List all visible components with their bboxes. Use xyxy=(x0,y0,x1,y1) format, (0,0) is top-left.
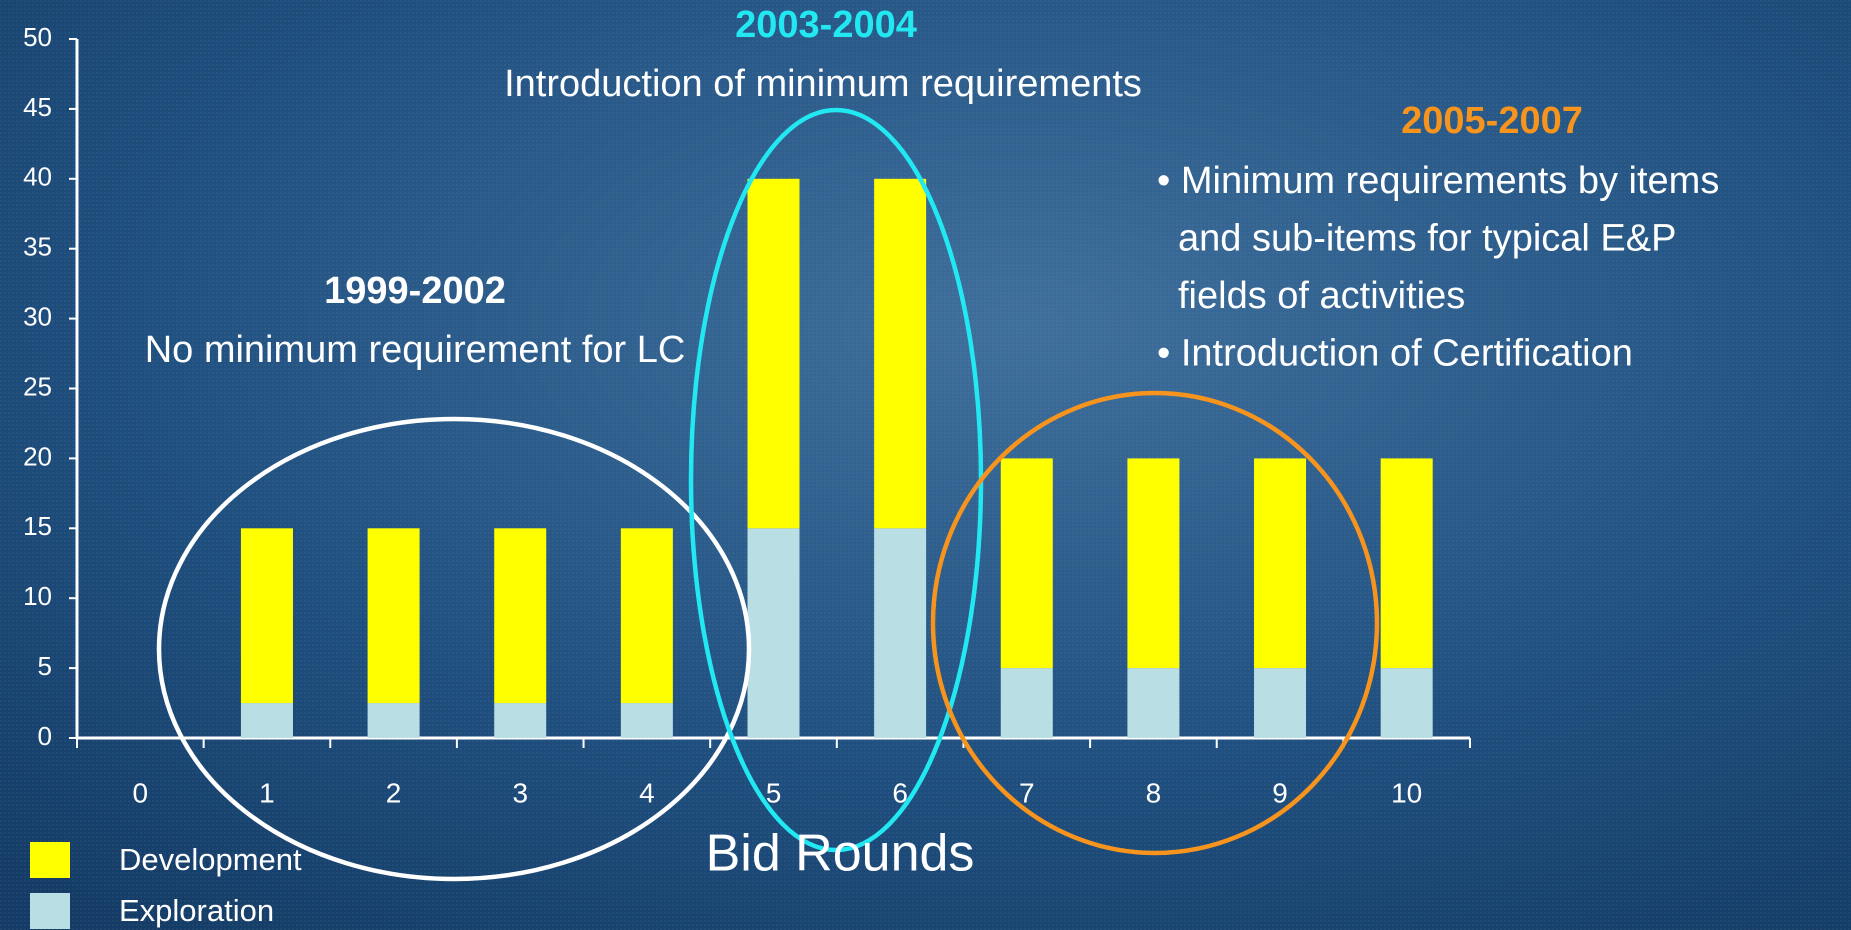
legend-label: Development xyxy=(119,842,302,877)
bar-segment xyxy=(874,528,926,738)
legend-swatch xyxy=(30,842,70,878)
bar-segment xyxy=(748,179,800,529)
annotation-text: and sub-items for typical E&P xyxy=(1178,218,1676,260)
x-tick-label: 4 xyxy=(639,777,655,808)
legend-swatch xyxy=(30,893,70,929)
bar-segment xyxy=(494,703,546,738)
x-tick-label: 10 xyxy=(1391,777,1422,808)
x-tick-label: 9 xyxy=(1272,777,1288,808)
annotation-title: 1999-2002 xyxy=(324,270,506,312)
bar-segment xyxy=(1381,458,1433,668)
x-tick-label: 2 xyxy=(386,777,402,808)
y-tick-label: 25 xyxy=(23,371,52,401)
x-tick-label: 7 xyxy=(1019,777,1035,808)
bar-segment xyxy=(1254,458,1306,668)
annotation-text: fields of activities xyxy=(1178,275,1465,317)
bar-segment xyxy=(1127,458,1179,668)
y-tick-label: 5 xyxy=(38,651,52,681)
y-tick-label: 15 xyxy=(23,511,52,541)
y-tick-label: 35 xyxy=(23,232,52,262)
x-tick-label: 3 xyxy=(512,777,528,808)
y-tick-label: 20 xyxy=(23,441,52,471)
annotation-title: 2005-2007 xyxy=(1401,100,1583,142)
annotation-text: Introduction of minimum requirements xyxy=(504,63,1142,105)
x-tick-label: 8 xyxy=(1146,777,1162,808)
bar-segment xyxy=(1381,668,1433,738)
bar-segment xyxy=(368,703,420,738)
bar-segment xyxy=(241,528,293,703)
annotation-text: No minimum requirement for LC xyxy=(145,329,686,371)
y-tick-label: 45 xyxy=(23,92,52,122)
annotation-text: • Introduction of Certification xyxy=(1157,333,1633,375)
annotation-title: 2003-2004 xyxy=(735,4,917,46)
bar-segment xyxy=(621,528,673,703)
bar-segment xyxy=(1254,668,1306,738)
y-tick-label: 50 xyxy=(23,22,52,52)
bar-segment xyxy=(1001,458,1053,668)
bar-segment xyxy=(621,703,673,738)
y-tick-label: 40 xyxy=(23,162,52,192)
x-axis-label: Bid Rounds xyxy=(706,825,975,883)
x-tick-label: 1 xyxy=(259,777,275,808)
y-tick-label: 10 xyxy=(23,581,52,611)
bar-segment xyxy=(1127,668,1179,738)
legend-label: Exploration xyxy=(119,893,274,928)
bar-segment xyxy=(1001,668,1053,738)
bar-segment xyxy=(874,179,926,529)
bar-segment xyxy=(748,528,800,738)
bar-segment xyxy=(241,703,293,738)
x-tick-label: 0 xyxy=(133,777,149,808)
bar-segment xyxy=(368,528,420,703)
y-tick-label: 0 xyxy=(38,721,52,751)
y-tick-label: 30 xyxy=(23,301,52,331)
chart: 05101520253035404550012345678910 Bid Rou… xyxy=(0,0,1851,930)
bar-segment xyxy=(494,528,546,703)
annotation-text: • Minimum requirements by items xyxy=(1157,160,1719,202)
